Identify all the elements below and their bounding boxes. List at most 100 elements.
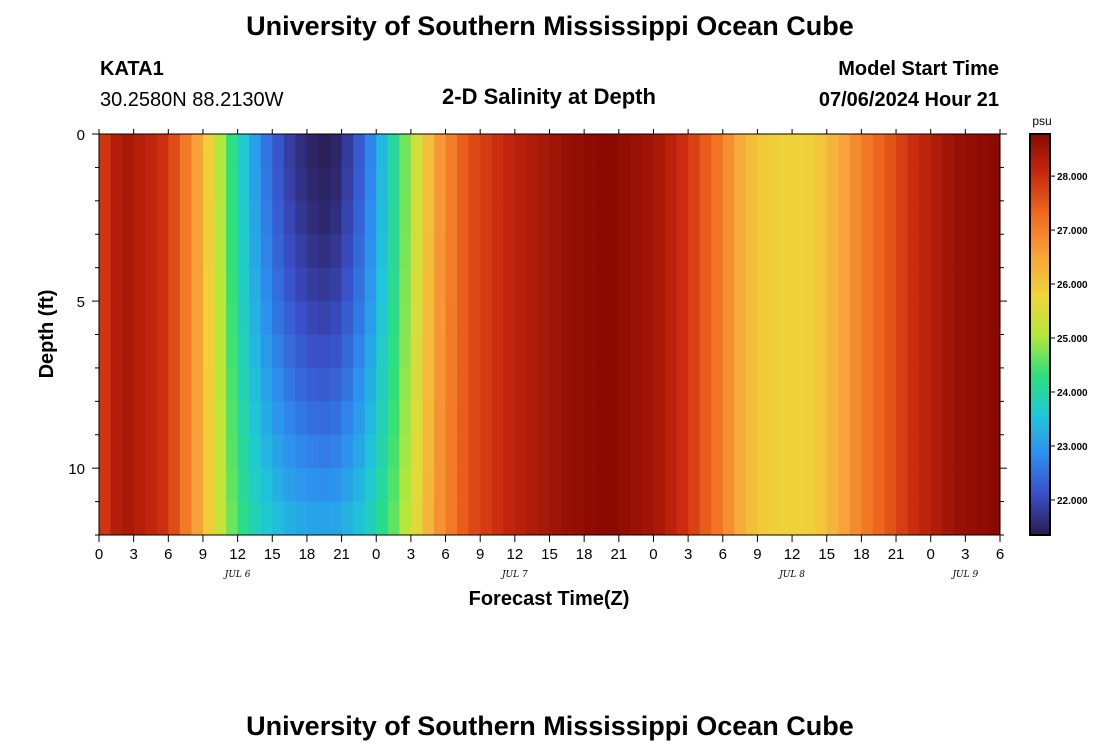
heatmap-cell: [341, 234, 354, 269]
heatmap-cell: [711, 134, 724, 168]
heatmap-cell: [861, 401, 874, 436]
heatmap-cell: [872, 501, 885, 536]
heatmap-cell: [445, 234, 458, 269]
heatmap-cell: [341, 501, 354, 536]
heatmap-cell: [838, 200, 851, 235]
heatmap-cell: [976, 167, 989, 202]
heatmap-cell: [191, 367, 204, 402]
heatmap-cell: [145, 267, 158, 302]
heatmap-cell: [942, 301, 955, 335]
y-tick-label: 5: [77, 294, 85, 311]
heatmap-cell: [607, 401, 620, 436]
heatmap-cell: [641, 434, 654, 469]
date-label: JUL 8: [777, 570, 805, 580]
heatmap-cell: [306, 301, 319, 335]
heatmap-cell: [815, 267, 828, 302]
heatmap-cell: [191, 200, 204, 235]
heatmap-cell: [422, 501, 435, 536]
heatmap-cell: [468, 234, 481, 269]
heatmap-cell: [988, 334, 1001, 369]
heatmap-cell: [768, 267, 781, 302]
heatmap-cell: [838, 134, 851, 168]
heatmap-cell: [514, 200, 527, 235]
heatmap-cell: [699, 267, 712, 302]
heatmap-cell: [318, 367, 331, 402]
heatmap-cell: [607, 367, 620, 402]
heatmap-cell: [399, 301, 412, 335]
x-tick-label: 21: [333, 546, 350, 563]
heatmap-cell: [572, 301, 585, 335]
heatmap-cell: [537, 367, 550, 402]
heatmap-cell: [803, 334, 816, 369]
heatmap-cell: [480, 401, 493, 436]
heatmap-cell: [410, 334, 423, 369]
heatmap-cell: [537, 501, 550, 536]
heatmap-cell: [457, 234, 470, 269]
heatmap-cell: [318, 267, 331, 302]
heatmap-cell: [884, 401, 897, 436]
heatmap-cell: [249, 434, 262, 469]
heatmap-cell: [399, 267, 412, 302]
heatmap-cell: [976, 267, 989, 302]
heatmap-cell: [353, 501, 366, 536]
heatmap-cell: [792, 301, 805, 335]
heatmap-cell: [387, 367, 400, 402]
heatmap-cell: [988, 200, 1001, 235]
heatmap-cell: [815, 468, 828, 502]
heatmap-cell: [433, 468, 446, 502]
heatmap-cell: [630, 434, 643, 469]
heatmap-cell: [179, 334, 192, 369]
heatmap-cell: [410, 401, 423, 436]
heatmap-cell: [145, 234, 158, 269]
heatmap-cell: [849, 434, 862, 469]
heatmap-cell: [514, 334, 527, 369]
heatmap-cell: [930, 501, 943, 536]
heatmap-cell: [618, 367, 631, 402]
heatmap-cell: [919, 267, 932, 302]
heatmap-cell: [179, 134, 192, 168]
heatmap-cell: [838, 334, 851, 369]
heatmap-cell: [156, 501, 169, 536]
heatmap-cell: [353, 334, 366, 369]
heatmap-cell: [191, 134, 204, 168]
heatmap-cell: [133, 200, 146, 235]
heatmap-cell: [202, 234, 215, 269]
heatmap-cell: [618, 234, 631, 269]
heatmap-cell: [237, 367, 250, 402]
heatmap-cell: [399, 501, 412, 536]
heatmap-cell: [399, 401, 412, 436]
heatmap-cell: [122, 468, 135, 502]
heatmap-cell: [410, 367, 423, 402]
heatmap-cell: [549, 200, 562, 235]
heatmap-cell: [561, 267, 573, 302]
heatmap-cell: [953, 468, 966, 502]
heatmap-cell: [272, 434, 285, 469]
heatmap-cell: [457, 134, 470, 168]
heatmap-cell: [526, 334, 539, 369]
heatmap-cell: [202, 401, 215, 436]
heatmap-cell: [491, 434, 504, 469]
heatmap-cell: [133, 301, 146, 335]
heatmap-cell: [826, 234, 839, 269]
heatmap-cell: [699, 434, 712, 469]
heatmap-cell: [214, 501, 227, 536]
heatmap-cell: [468, 267, 481, 302]
heatmap-cell: [838, 167, 851, 202]
heatmap-cell: [861, 334, 874, 369]
heatmap-cell: [688, 200, 701, 235]
heatmap-cell: [896, 267, 908, 302]
heatmap-cell: [780, 367, 793, 402]
heatmap-cell: [549, 468, 562, 502]
heatmap-cell: [988, 468, 1001, 502]
heatmap-cell: [688, 134, 701, 168]
heatmap-cell: [364, 167, 377, 202]
heatmap-cell: [468, 200, 481, 235]
heatmap-cell: [191, 334, 204, 369]
heatmap-cell: [330, 234, 342, 269]
heatmap-cell: [364, 434, 377, 469]
heatmap-cell: [584, 301, 597, 335]
heatmap-cell: [595, 167, 608, 202]
heatmap-cell: [110, 301, 123, 335]
heatmap-cell: [330, 501, 342, 536]
heatmap-cell: [145, 468, 158, 502]
